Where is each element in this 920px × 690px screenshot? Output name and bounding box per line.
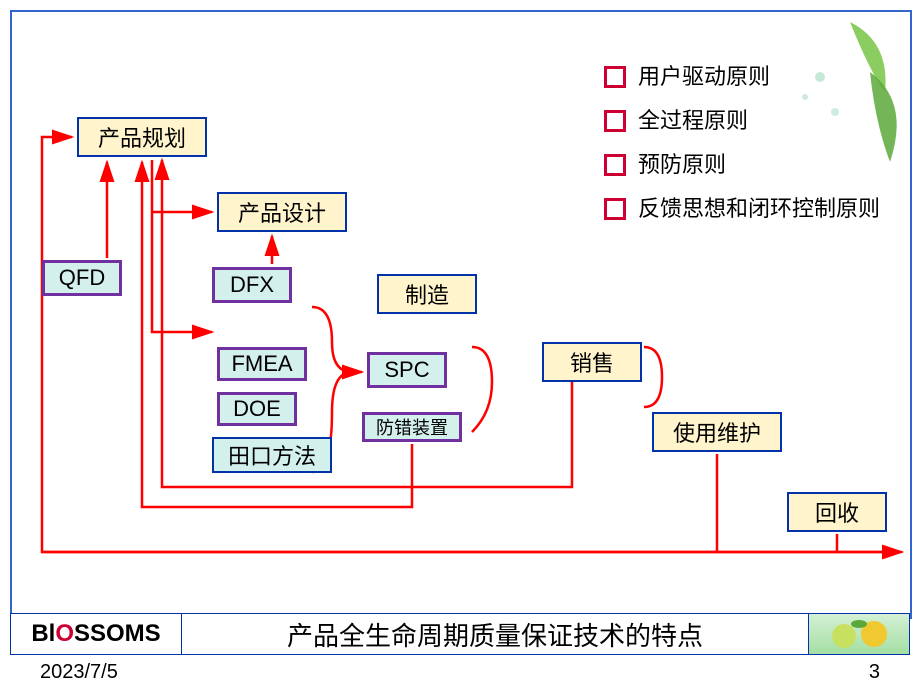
- principle-item: 用户驱动原则: [604, 57, 880, 97]
- page-number: 3: [869, 661, 880, 684]
- fruit-decoration-icon: [809, 614, 909, 654]
- logo-text-1: Bl: [31, 620, 55, 648]
- principle-label: 全过程原则: [638, 101, 748, 141]
- box-errorproof: 防错装置: [362, 412, 462, 442]
- box-doe: DOE: [217, 392, 297, 426]
- slide-title: 产品全生命周期质量保证技术的特点: [182, 614, 809, 654]
- box-taguchi: 田口方法: [212, 437, 332, 473]
- logo: BlOSSOMS: [11, 614, 182, 654]
- box-qfd: QFD: [42, 260, 122, 296]
- principles-list: 用户驱动原则 全过程原则 预防原则 反馈思想和闭环控制原则: [604, 57, 880, 233]
- principle-label: 预防原则: [638, 145, 726, 185]
- box-sales: 销售: [542, 342, 642, 382]
- main-frame: 用户驱动原则 全过程原则 预防原则 反馈思想和闭环控制原则: [10, 10, 912, 619]
- bullet-icon: [604, 154, 626, 176]
- principle-item: 全过程原则: [604, 101, 880, 141]
- principle-item: 预防原则: [604, 145, 880, 185]
- bullet-icon: [604, 110, 626, 132]
- principle-item: 反馈思想和闭环控制原则: [604, 189, 880, 229]
- bullet-icon: [604, 66, 626, 88]
- slide: 用户驱动原则 全过程原则 预防原则 反馈思想和闭环控制原则: [0, 0, 920, 690]
- bullet-icon: [604, 198, 626, 220]
- box-recycle: 回收: [787, 492, 887, 532]
- footer-bar: BlOSSOMS 产品全生命周期质量保证技术的特点: [10, 613, 910, 655]
- box-spc: SPC: [367, 352, 447, 388]
- principle-label: 反馈思想和闭环控制原则: [638, 189, 880, 229]
- slide-date: 2023/7/5: [40, 661, 118, 684]
- box-dfx: DFX: [212, 267, 292, 303]
- logo-text-red: O: [55, 620, 74, 648]
- logo-text-2: SSOMS: [74, 620, 161, 648]
- principle-label: 用户驱动原则: [638, 57, 770, 97]
- box-manufacture: 制造: [377, 274, 477, 314]
- box-design: 产品设计: [217, 192, 347, 232]
- box-maintenance: 使用维护: [652, 412, 782, 452]
- box-fmea: FMEA: [217, 347, 307, 381]
- box-planning: 产品规划: [77, 117, 207, 157]
